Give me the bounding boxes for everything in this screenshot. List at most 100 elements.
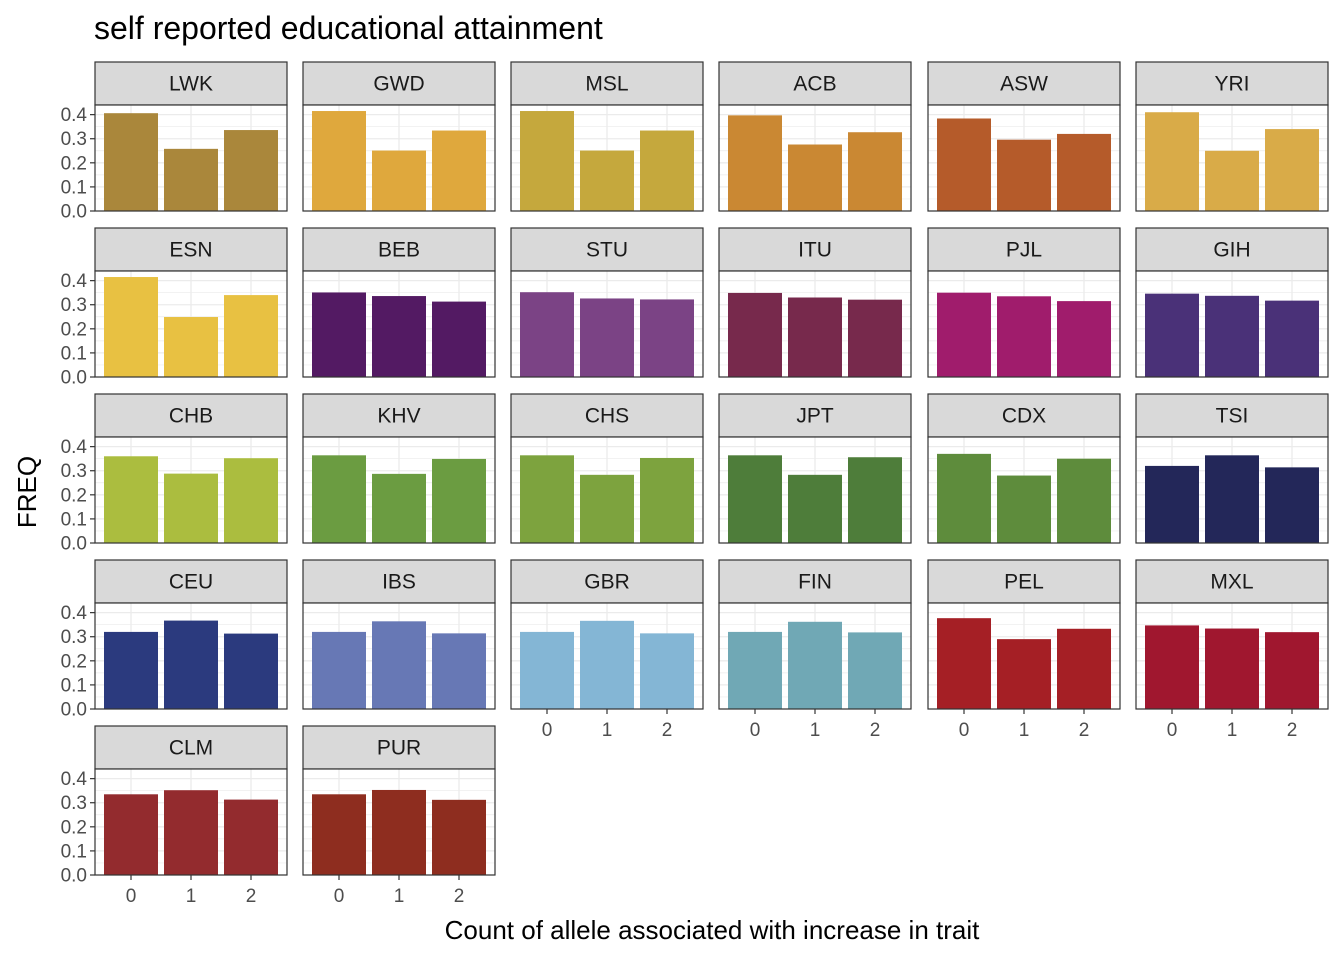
x-tick-label: 0: [542, 720, 553, 741]
facet-panel-chs: CHS: [510, 393, 704, 544]
bar-lwk-1: [164, 148, 218, 211]
bar-pjl-1: [997, 296, 1051, 377]
facet-panel-ibs: IBS: [302, 559, 496, 710]
bar-yri-0: [1145, 112, 1199, 211]
y-tick-label: 0.1: [61, 509, 87, 530]
bar-cdx-2: [1057, 458, 1111, 543]
panel-border: [927, 436, 1121, 544]
facet-strip: [927, 227, 1121, 272]
x-tick-label: 0: [1167, 720, 1178, 741]
facet-panel-msl: MSL: [510, 61, 704, 212]
facet-strip: [302, 725, 496, 770]
x-tick-label: 2: [454, 886, 465, 907]
bar-stu-0: [520, 292, 574, 377]
y-tick-label: 0.0: [61, 368, 87, 389]
facet-label: JPT: [796, 405, 834, 428]
y-tick-label: 0.0: [61, 534, 87, 555]
facet-panel-gwd: GWD: [302, 61, 496, 212]
x-axis: 0 1 2: [542, 709, 672, 741]
y-tick-label: 0.4: [61, 437, 88, 458]
x-axis: 0 1 2: [126, 875, 256, 907]
facet-strip: [1135, 559, 1329, 604]
bar-chs-1: [580, 474, 634, 543]
y-tick-label: 0.0: [61, 202, 87, 223]
facet-strip: [94, 227, 288, 272]
y-tick-label: 0.3: [61, 627, 87, 648]
facet-label: GBR: [584, 571, 630, 594]
bar-ceu-2: [224, 633, 278, 709]
panel-border: [302, 436, 496, 544]
bar-itu-1: [788, 297, 842, 377]
facet-panel-tsi: TSI: [1135, 393, 1329, 544]
bar-ceu-0: [104, 631, 158, 709]
facet-panel-chb: CHB 0.0 0.1 0.2 0.3 0.4: [61, 393, 288, 555]
y-tick-label: 0.0: [61, 700, 87, 721]
y-axis: 0.0 0.1 0.2 0.3 0.4: [61, 271, 95, 389]
facet-label: CHS: [585, 405, 629, 428]
bar-acb-0: [728, 115, 782, 211]
facet-panel-jpt: JPT: [718, 393, 912, 544]
bar-itu-0: [728, 292, 782, 377]
facet-strip: [94, 393, 288, 438]
y-tick-label: 0.0: [61, 866, 87, 887]
facet-label: MSL: [585, 73, 628, 96]
facet-panel-fin: FIN 0 1 2: [718, 559, 912, 741]
panel-border: [94, 270, 288, 378]
y-axis-title: FREQ: [12, 456, 42, 528]
bar-mxl-2: [1265, 632, 1319, 709]
bar-pur-1: [372, 789, 426, 875]
facet-panel-asw: ASW: [927, 61, 1121, 212]
bar-stu-1: [580, 298, 634, 377]
bar-msl-0: [520, 111, 574, 211]
bar-mxl-1: [1205, 628, 1259, 709]
x-tick-label: 0: [959, 720, 970, 741]
facet-strip: [718, 227, 912, 272]
facet-label: ITU: [798, 239, 832, 262]
facet-strip: [718, 559, 912, 604]
facet-strip: [94, 559, 288, 604]
x-axis: 0 1 2: [334, 875, 465, 907]
panel-border: [302, 602, 496, 710]
bar-esn-1: [164, 317, 218, 377]
y-axis: 0.0 0.1 0.2 0.3 0.4: [61, 437, 95, 555]
bar-ceu-1: [164, 620, 218, 709]
x-axis: 0 1 2: [750, 709, 880, 741]
bar-gwd-1: [372, 150, 426, 211]
bar-beb-2: [432, 301, 486, 377]
x-tick-label: 1: [602, 720, 613, 741]
bar-ibs-2: [432, 633, 486, 709]
bar-mxl-0: [1145, 625, 1199, 709]
bar-stu-2: [640, 299, 694, 377]
facet-label: STU: [586, 239, 628, 262]
bar-clm-1: [164, 790, 218, 875]
bar-gih-1: [1205, 295, 1259, 377]
panel-border: [94, 104, 288, 212]
facet-strip: [302, 227, 496, 272]
facet-panel-pel: PEL 0 1 2: [927, 559, 1121, 741]
y-tick-label: 0.3: [61, 129, 87, 150]
bar-esn-2: [224, 295, 278, 377]
y-tick-label: 0.3: [61, 461, 87, 482]
facet-label: CEU: [169, 571, 213, 594]
bar-cdx-0: [937, 453, 991, 543]
facet-label: LWK: [169, 73, 213, 96]
facet-panel-beb: BEB: [302, 227, 496, 378]
bar-yri-2: [1265, 129, 1319, 211]
facet-panel-pjl: PJL: [927, 227, 1121, 378]
bar-fin-1: [788, 621, 842, 709]
bar-asw-1: [997, 139, 1051, 211]
facet-panel-gbr: GBR 0 1 2: [510, 559, 704, 741]
facet-panel-khv: KHV: [302, 393, 496, 544]
facet-strip: [510, 559, 704, 604]
facet-label: PEL: [1004, 571, 1044, 594]
y-tick-label: 0.4: [61, 271, 88, 292]
bar-tsi-2: [1265, 467, 1319, 543]
facet-panel-gih: GIH: [1135, 227, 1329, 378]
bar-asw-2: [1057, 133, 1111, 211]
bar-gwd-2: [432, 130, 486, 211]
y-tick-label: 0.2: [61, 817, 87, 838]
panel-border: [1135, 104, 1329, 212]
x-tick-label: 0: [126, 886, 137, 907]
facet-strip: [510, 227, 704, 272]
bar-beb-0: [312, 292, 366, 377]
